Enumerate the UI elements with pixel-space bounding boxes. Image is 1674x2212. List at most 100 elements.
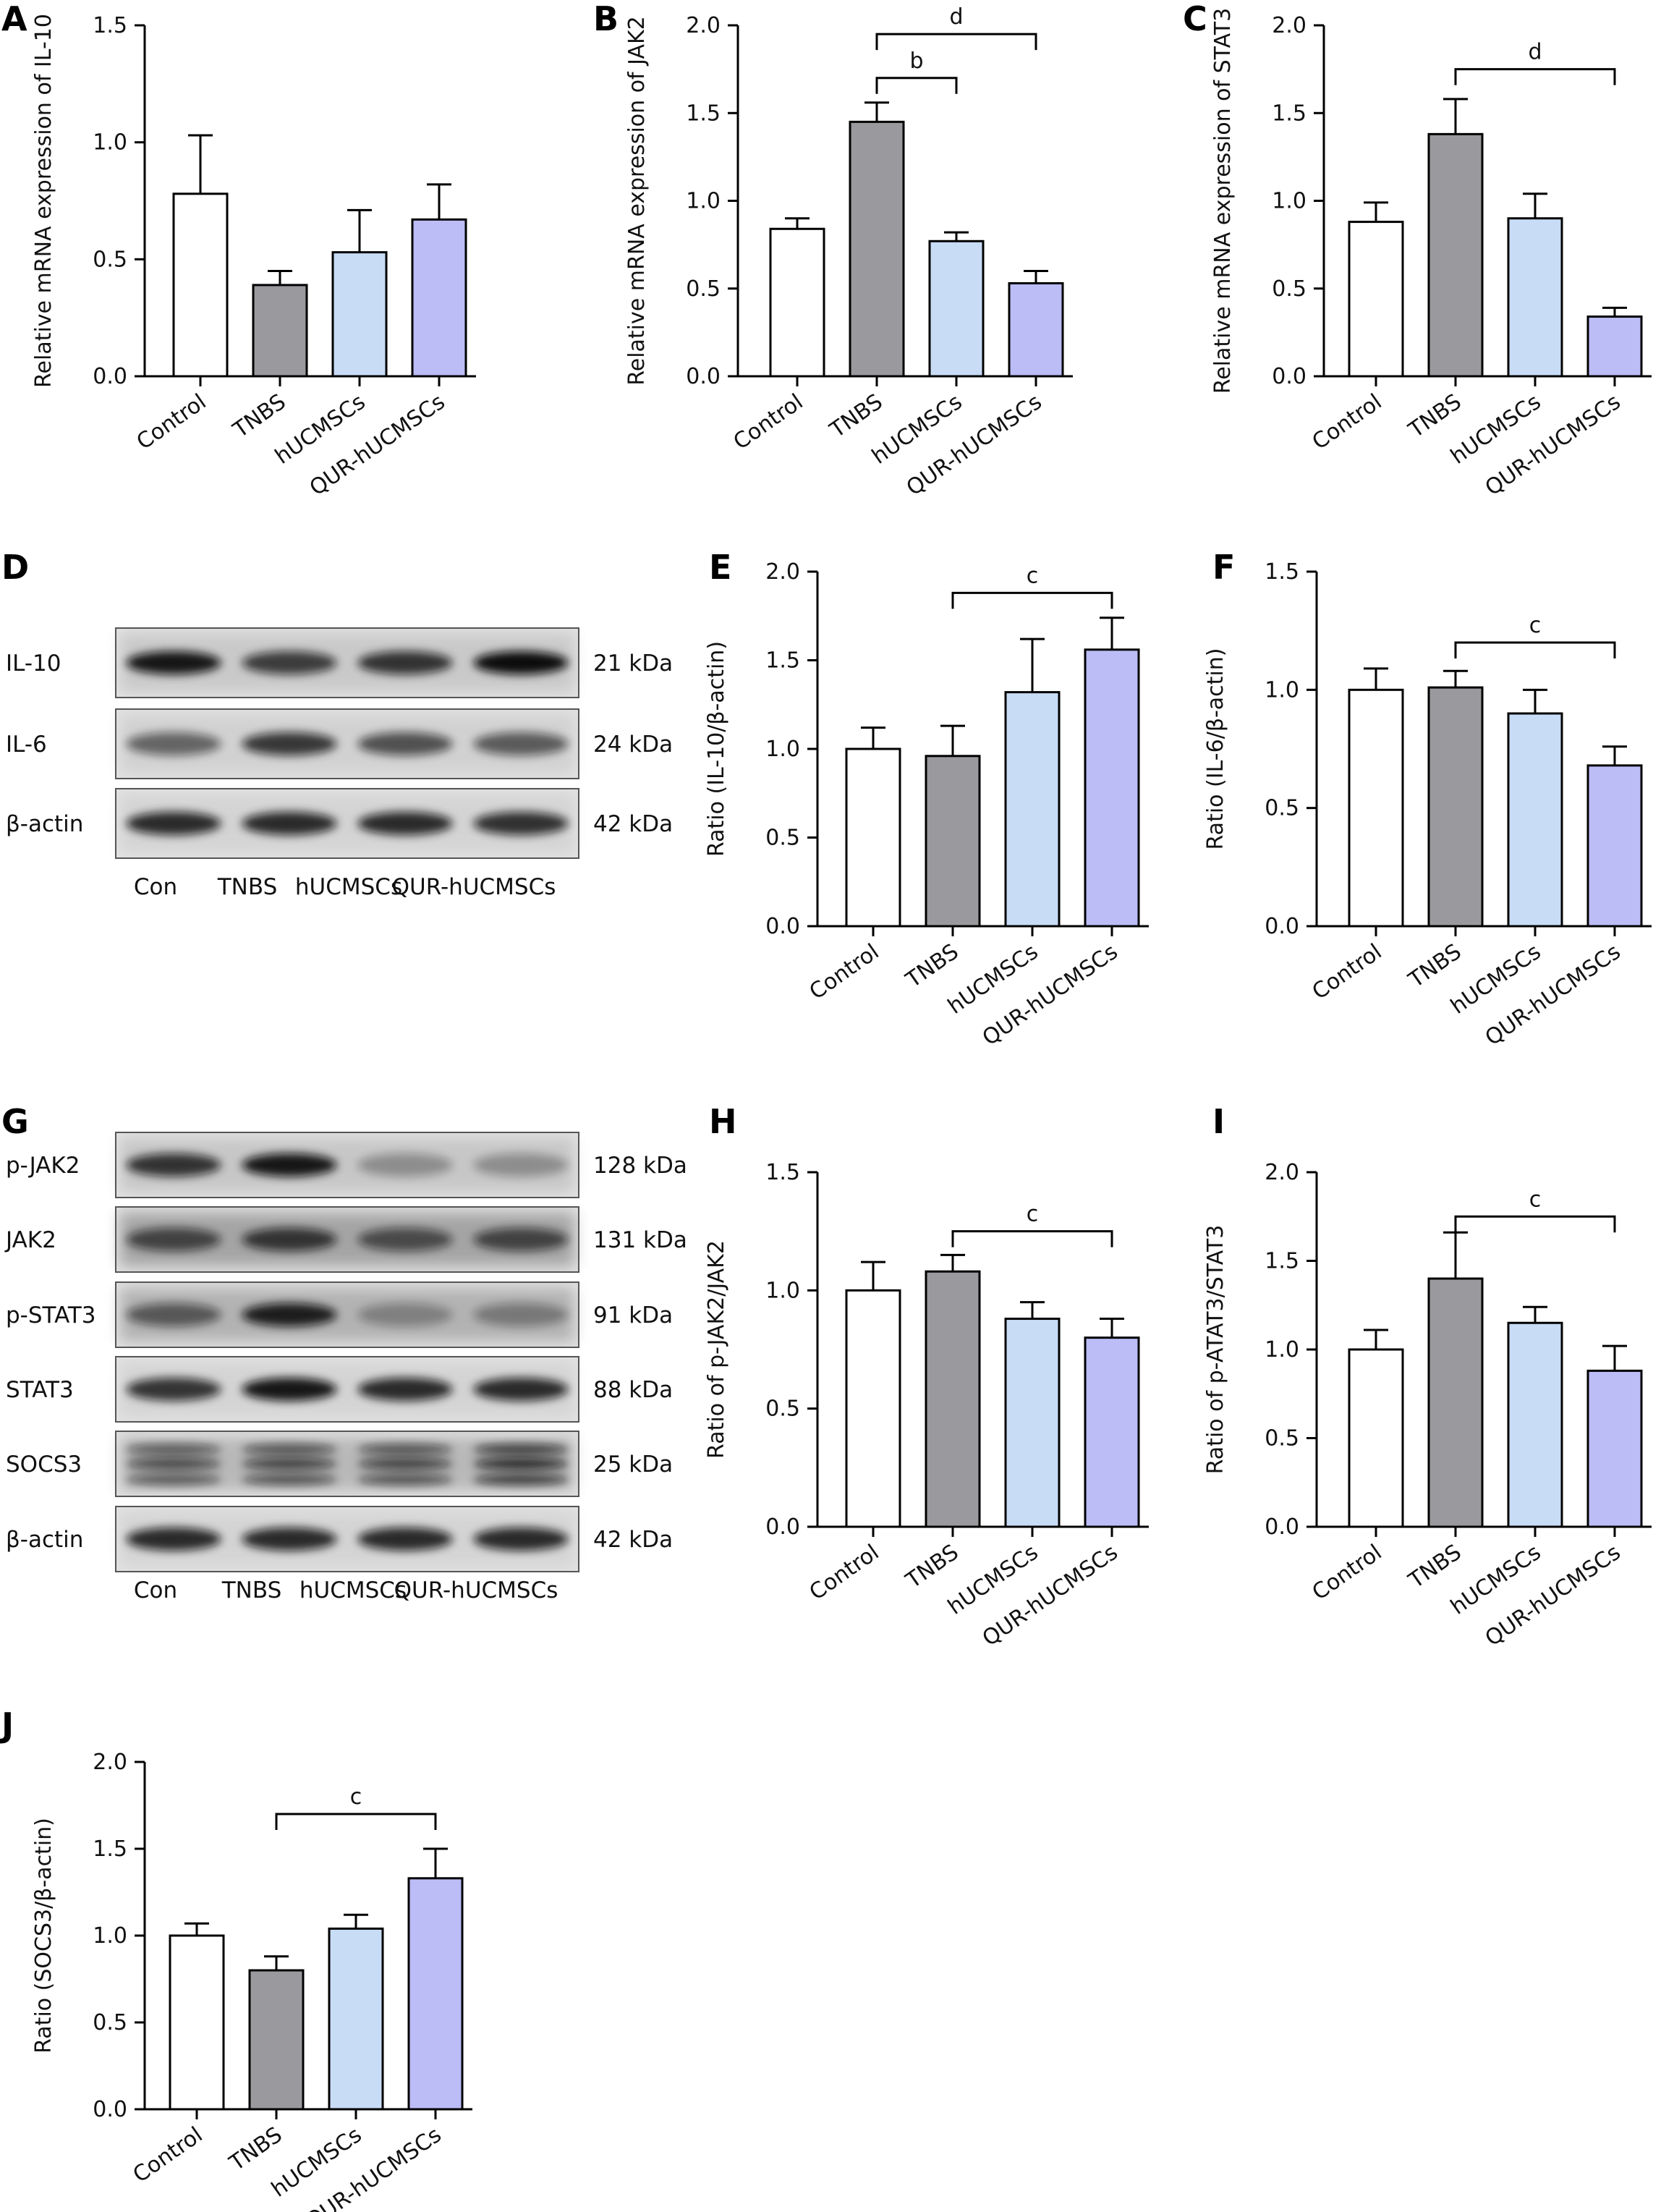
y-tick-label-b: 0.0	[686, 364, 721, 389]
blot-band-g-3-2	[357, 1378, 453, 1401]
significance-label-e-0: c	[1027, 563, 1039, 588]
category-label-i-tnbs: TNBS	[1403, 1540, 1466, 1594]
category-label-a-tnbs: TNBS	[228, 389, 290, 444]
significance-label-f-0: c	[1529, 613, 1542, 638]
category-label-i-qur-hucmscs: QUR-hUCMSCs	[1481, 1540, 1626, 1652]
bar-j-tnbs	[248, 1969, 305, 2111]
blot-band-d-2-0	[126, 812, 221, 835]
y-tick-label-i: 0.0	[1265, 1514, 1299, 1540]
blot-band-g-4-0	[126, 1458, 221, 1470]
blot-band-g-4-3	[473, 1444, 569, 1456]
blot-kda-label-d-1: 24 kDa	[593, 732, 673, 758]
panel-letter-f: F	[1212, 548, 1235, 587]
y-tick-label-h: 1.0	[765, 1278, 800, 1303]
category-label-i-control: Control	[1308, 1540, 1387, 1606]
y-axis-label-h: Ratio of p-JAK2/JAK2	[704, 1240, 729, 1459]
bar-e-tnbs	[925, 755, 981, 928]
blot-band-g-1-3	[473, 1228, 569, 1251]
blot-row-label-g-5: β-actin	[6, 1527, 83, 1553]
y-tick-label-c: 0.5	[1272, 276, 1307, 302]
y-axis-label-c: Relative mRNA expression of STAT3	[1210, 8, 1236, 394]
y-tick-label-f: 1.0	[1265, 677, 1299, 703]
blot-kda-label-g-5: 42 kDa	[593, 1527, 673, 1553]
y-axis-label-i: Ratio of p-ATAT3/STAT3	[1203, 1225, 1228, 1475]
bar-b-hucmscs	[928, 240, 985, 378]
bar-b-tnbs	[849, 120, 905, 378]
panel-letter-h: H	[709, 1102, 737, 1141]
significance-bracket-f-0	[1454, 641, 1616, 658]
category-label-h-control: Control	[805, 1540, 884, 1606]
panel-letter-j: J	[0, 1705, 14, 1745]
blot-row-label-d-2: β-actin	[6, 811, 83, 837]
y-tick-label-b: 2.0	[686, 13, 721, 38]
y-tick-label-f: 1.5	[1265, 559, 1299, 585]
y-tick-label-e: 2.0	[765, 559, 800, 585]
significance-bracket-h-0	[951, 1230, 1113, 1247]
y-tick-label-j: 0.5	[93, 2010, 127, 2035]
blot-band-g-4-0	[126, 1473, 221, 1486]
blot-band-g-4-1	[242, 1473, 337, 1486]
blot-lane-label-g-hucmscs: hUCMSCs	[299, 1577, 407, 1603]
bar-j-control	[169, 1934, 225, 2111]
blot-kda-label-g-1: 131 kDa	[593, 1227, 687, 1253]
bar-h-control	[845, 1289, 901, 1528]
y-tick-label-i: 2.0	[1265, 1160, 1299, 1185]
bar-f-qur-hucmscs	[1586, 764, 1643, 928]
y-tick-label-a: 0.0	[93, 364, 127, 389]
y-tick-label-e: 0.5	[765, 826, 800, 851]
blot-row-g-actin: β-actin 42 kDa	[6, 1506, 673, 1572]
significance-label-j-0: c	[350, 1784, 362, 1810]
blot-row-d-il-6: IL-6 24 kDa	[6, 708, 673, 779]
significance-label-h-0: c	[1027, 1202, 1039, 1227]
blot-band-g-2-0	[126, 1303, 221, 1326]
chart-b: 0.0 0.5 1.0 1.5 2.0 Relative mRNA expression …	[624, 4, 1073, 501]
y-axis-label-e: Ratio (IL-10/β-actin)	[704, 641, 729, 857]
blot-band-g-5-2	[357, 1527, 453, 1551]
blot-g: p-JAK2 128 kDa JAK2 131 kDa p-STAT3 91 kDa STA…	[4, 1132, 687, 1603]
panel-letter-i: I	[1212, 1102, 1225, 1141]
bar-i-control	[1348, 1348, 1404, 1528]
category-label-b-control: Control	[729, 389, 808, 455]
bar-b-qur-hucmscs	[1008, 281, 1064, 378]
blot-row-label-g-2: p-STAT3	[6, 1302, 96, 1329]
y-tick-label-c: 2.0	[1272, 13, 1307, 38]
panel-letter-b: B	[593, 0, 619, 38]
blot-band-g-4-3	[473, 1458, 569, 1470]
significance-label-b-1: d	[949, 4, 963, 30]
y-tick-label-i: 1.5	[1265, 1249, 1299, 1274]
chart-i: 0.0 0.5 1.0 1.5 2.0 Ratio of p-ATAT3/STAT3 Con…	[1203, 1160, 1652, 1651]
blot-band-g-0-2	[357, 1153, 453, 1177]
category-label-f-control: Control	[1308, 939, 1387, 1005]
y-tick-label-c: 0.0	[1272, 364, 1307, 389]
bar-j-hucmscs	[328, 1927, 384, 2111]
blot-kda-label-d-2: 42 kDa	[593, 811, 673, 837]
bar-e-qur-hucmscs	[1084, 648, 1140, 928]
blot-row-label-d-1: IL-6	[6, 732, 47, 758]
bar-f-tnbs	[1427, 686, 1484, 928]
blot-row-d-actin: β-actin 42 kDa	[6, 788, 673, 859]
category-label-c-control: Control	[1308, 389, 1387, 455]
blot-band-d-0-2	[357, 651, 453, 674]
blot-band-d-0-1	[242, 651, 337, 674]
blot-row-label-g-4: SOCS3	[6, 1452, 82, 1478]
significance-bracket-c-0	[1454, 68, 1616, 85]
blot-kda-label-g-3: 88 kDa	[593, 1377, 673, 1403]
panel-letter-c: C	[1183, 0, 1207, 38]
bar-a-qur-hucmscs	[411, 218, 467, 378]
panel-letter-a: A	[1, 0, 27, 38]
blot-kda-label-g-2: 91 kDa	[593, 1302, 673, 1329]
bar-h-tnbs	[925, 1270, 981, 1528]
blot-band-g-1-0	[126, 1228, 221, 1251]
chart-c: 0.0 0.5 1.0 1.5 2.0 Relative mRNA expression …	[1210, 8, 1652, 501]
blot-band-g-2-3	[473, 1303, 569, 1326]
bar-i-hucmscs	[1507, 1321, 1563, 1528]
blot-lane-label-g-tnbs: TNBS	[221, 1577, 282, 1603]
significance-bracket-b-1	[875, 33, 1037, 51]
blot-band-d-1-1	[242, 732, 337, 755]
y-tick-label-a: 1.0	[93, 130, 127, 156]
y-tick-label-f: 0.5	[1265, 796, 1299, 821]
blot-band-g-3-1	[242, 1378, 337, 1401]
y-tick-label-e: 1.0	[765, 737, 800, 762]
bar-e-control	[845, 747, 901, 928]
significance-bracket-i-0	[1454, 1215, 1616, 1233]
